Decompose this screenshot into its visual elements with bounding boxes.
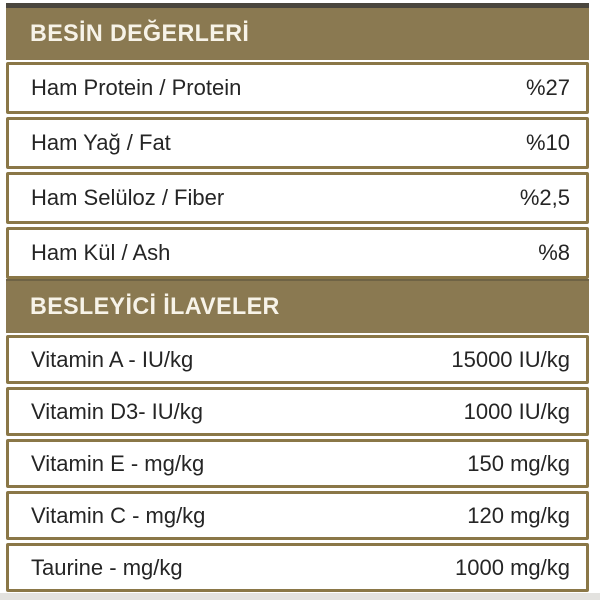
row-label: Ham Protein / Protein <box>31 75 242 100</box>
table-row: Ham Kül / Ash %8 <box>6 227 589 279</box>
row-value: %8 <box>538 240 570 265</box>
section-header-nutrition-values: BESİN DEĞERLERİ <box>6 3 589 60</box>
row-value: 15000 IU/kg <box>451 346 570 372</box>
table-row: Ham Selüloz / Fiber %2,5 <box>6 172 589 224</box>
row-label: Vitamin A - IU/kg <box>31 346 194 372</box>
bottom-gray-strip <box>0 593 600 600</box>
row-label: Ham Yağ / Fat <box>31 130 171 155</box>
table-row: Vitamin D3- IU/kg 1000 IU/kg <box>6 387 589 436</box>
table-row: Taurine - mg/kg 1000 mg/kg <box>6 543 589 592</box>
row-label: Ham Selüloz / Fiber <box>31 185 225 210</box>
section-header-nutritional-additives: BESLEYİCİ İLAVELER <box>6 279 589 333</box>
table-row: Ham Yağ / Fat %10 <box>6 117 589 169</box>
row-label: Vitamin D3- IU/kg <box>31 398 203 424</box>
table-row: Vitamin C - mg/kg 120 mg/kg <box>6 491 589 540</box>
row-value: 1000 mg/kg <box>455 554 570 580</box>
row-value: 150 mg/kg <box>467 450 570 476</box>
row-value: 1000 IU/kg <box>463 398 570 424</box>
row-value: %2,5 <box>519 185 570 210</box>
nutritional-additives-rows: Vitamin A - IU/kg 15000 IU/kg Vitamin D3… <box>6 335 589 592</box>
row-value: %10 <box>525 130 570 155</box>
nutrition-values-rows: Ham Protein / Protein %27 Ham Yağ / Fat … <box>6 62 589 279</box>
table-row: Vitamin A - IU/kg 15000 IU/kg <box>6 335 589 384</box>
row-label: Vitamin E - mg/kg <box>31 450 205 476</box>
section-title: BESİN DEĞERLERİ <box>30 20 250 47</box>
row-value: 120 mg/kg <box>467 502 570 528</box>
row-label: Taurine - mg/kg <box>31 554 183 580</box>
section-title: BESLEYİCİ İLAVELER <box>30 293 280 320</box>
row-label: Vitamin C - mg/kg <box>31 502 206 528</box>
table-row: Vitamin E - mg/kg 150 mg/kg <box>6 439 589 488</box>
row-label: Ham Kül / Ash <box>31 240 171 265</box>
row-value: %27 <box>525 75 570 100</box>
nutrition-table: BESİN DEĞERLERİ Ham Protein / Protein %2… <box>6 3 589 592</box>
table-row: Ham Protein / Protein %27 <box>6 62 589 114</box>
